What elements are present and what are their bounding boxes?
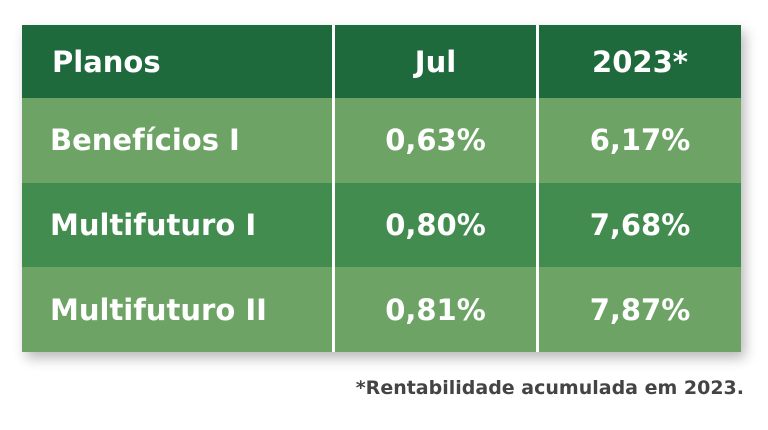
table-cell: Multifuturo II xyxy=(22,267,335,353)
table: Planos Jul 2023* Benefícios I 0,63% 6,17% Mult… xyxy=(22,25,741,353)
table-row: Multifuturo I 0,80% 7,68% xyxy=(22,182,741,268)
table-row: Multifuturo II 0,81% 7,87% xyxy=(22,267,741,353)
table-cell: 0,81% xyxy=(335,267,539,353)
table-row: Benefícios I 0,63% 6,17% xyxy=(22,98,741,183)
table-cell: 0,63% xyxy=(335,98,539,183)
table-cell: Multifuturo I xyxy=(22,182,335,268)
table-cell: Benefícios I xyxy=(22,98,335,183)
header-cell: Planos xyxy=(22,25,335,98)
table-cell: 6,17% xyxy=(589,123,691,158)
footnote: *Rentabilidade acumulada em 2023. xyxy=(355,377,744,399)
table-cell: 7,87% xyxy=(589,292,691,327)
header-cell: 2023* xyxy=(592,44,688,79)
header-row: Planos Jul 2023* xyxy=(22,25,741,98)
table-cell: 7,68% xyxy=(589,208,691,242)
table-cell: 0,80% xyxy=(335,182,539,268)
header-cell: Jul xyxy=(335,25,539,98)
